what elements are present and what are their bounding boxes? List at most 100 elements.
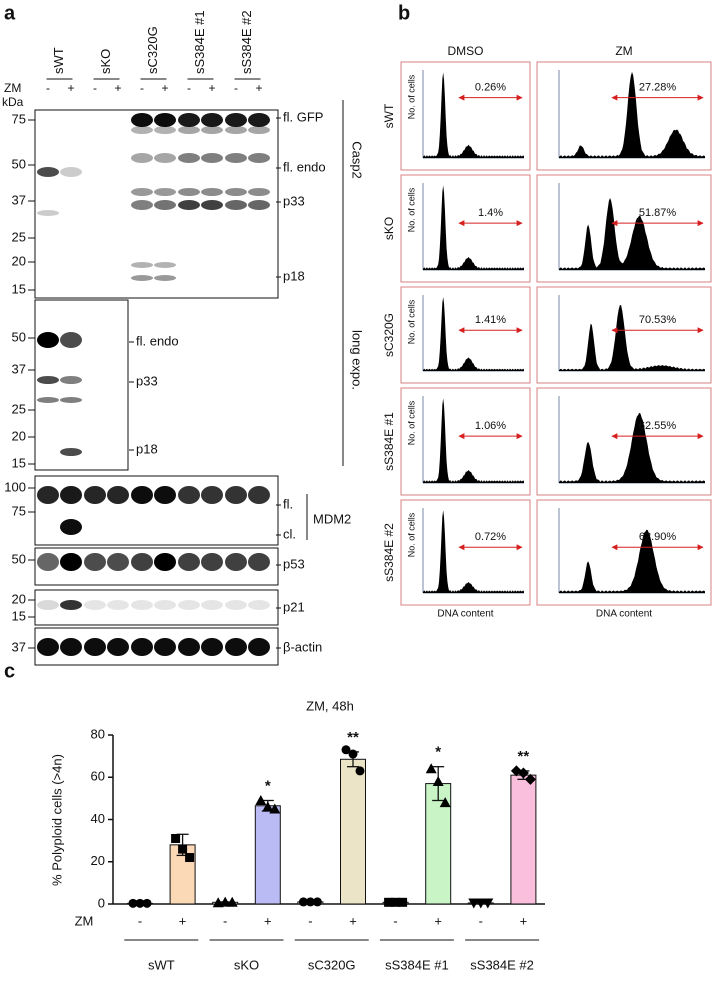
- band: [131, 153, 153, 163]
- band: [225, 113, 247, 127]
- band: [60, 167, 82, 177]
- data-point: [143, 899, 152, 908]
- band: [201, 113, 223, 127]
- band: [131, 113, 153, 127]
- band: [248, 486, 270, 504]
- mw-marker: 37: [12, 192, 26, 207]
- mw-marker: 50: [12, 329, 26, 344]
- gate-percent: 62.55%: [639, 420, 677, 432]
- y-tick-label: 0: [98, 895, 105, 910]
- gate-percent: 0.72%: [475, 531, 506, 543]
- y-axis-label: No. of cells: [406, 74, 416, 119]
- band: [225, 638, 247, 656]
- band: [154, 262, 176, 268]
- mw-marker: 75: [12, 503, 26, 518]
- y-axis-label: No. of cells: [406, 299, 416, 344]
- bar: [511, 775, 536, 904]
- band: [107, 600, 129, 610]
- band: [178, 200, 200, 210]
- treatment-sign: +: [208, 81, 215, 95]
- data-point: [433, 776, 444, 786]
- band: [154, 200, 176, 210]
- treatment-sign: +: [114, 81, 121, 95]
- band-label: p18: [136, 441, 158, 456]
- lane-group-label: sS384E #1: [192, 10, 207, 74]
- gate-percent: 1.4%: [478, 207, 503, 219]
- x-tick-label: +: [520, 913, 528, 928]
- lane-group-label: sS384E #2: [239, 10, 254, 74]
- band: [225, 486, 247, 504]
- panel-label: b: [398, 2, 410, 24]
- band: [60, 600, 82, 610]
- band-label: p33: [283, 193, 305, 208]
- row-label: sKO: [382, 217, 396, 240]
- band: [225, 200, 247, 210]
- band: [201, 553, 223, 571]
- y-axis-label: No. of cells: [406, 400, 416, 445]
- x-tick-label: -: [479, 913, 483, 928]
- band: [131, 200, 153, 210]
- band: [201, 486, 223, 504]
- treatment-sign: -: [93, 81, 97, 95]
- x-axis-label: DNA content: [596, 609, 652, 620]
- band: [225, 126, 247, 134]
- band: [248, 200, 270, 210]
- band: [178, 126, 200, 134]
- band: [37, 553, 59, 571]
- gate-percent: 51.87%: [639, 207, 677, 219]
- band: [201, 600, 223, 610]
- chart-title: ZM, 48h: [306, 698, 354, 713]
- band: [131, 600, 153, 610]
- band: [131, 638, 153, 656]
- data-point: [349, 750, 358, 759]
- band: [178, 188, 200, 196]
- x-tick-label: +: [434, 913, 442, 928]
- x-tick-label: +: [264, 913, 272, 928]
- band: [84, 600, 106, 610]
- lane-group-label: sC320G: [145, 26, 160, 74]
- lane-group-label: sKO: [98, 49, 113, 74]
- band: [248, 113, 270, 127]
- band: [107, 486, 129, 504]
- column-header: ZM: [615, 44, 632, 58]
- gate-percent: 1.06%: [475, 420, 506, 432]
- significance: **: [347, 729, 359, 746]
- band: [131, 486, 153, 504]
- data-point: [313, 897, 322, 906]
- bracket-label: Casp2: [350, 141, 365, 179]
- blot-panel: [35, 300, 128, 470]
- band: [37, 210, 59, 216]
- row-label: sS384E #2: [382, 523, 396, 582]
- band-label: cl.: [283, 526, 296, 541]
- y-tick-label: 40: [91, 811, 105, 826]
- y-axis-label: No. of cells: [406, 512, 416, 557]
- band-label: fl. endo: [136, 333, 179, 348]
- band: [84, 638, 106, 656]
- mw-marker: 15: [12, 281, 26, 296]
- band: [154, 553, 176, 571]
- row-label: sS384E #1: [382, 412, 396, 471]
- treatment-sign: +: [255, 81, 262, 95]
- mw-marker: 50: [12, 156, 26, 171]
- bar: [255, 806, 280, 904]
- band: [131, 553, 153, 571]
- band: [201, 200, 223, 210]
- bar: [341, 759, 366, 904]
- row-label: sWT: [382, 103, 396, 128]
- band: [154, 153, 176, 163]
- kda-label: kDa: [2, 95, 24, 109]
- group-label: sS384E #1: [385, 957, 449, 972]
- significance: *: [435, 744, 441, 761]
- band: [37, 600, 59, 610]
- band: [37, 167, 59, 177]
- band: [107, 553, 129, 571]
- band: [178, 486, 200, 504]
- band-label: p53: [283, 556, 305, 571]
- band-label: fl. endo: [283, 159, 326, 174]
- band: [60, 332, 82, 348]
- band: [37, 376, 59, 384]
- band: [154, 126, 176, 134]
- band: [60, 376, 82, 384]
- band: [131, 275, 153, 281]
